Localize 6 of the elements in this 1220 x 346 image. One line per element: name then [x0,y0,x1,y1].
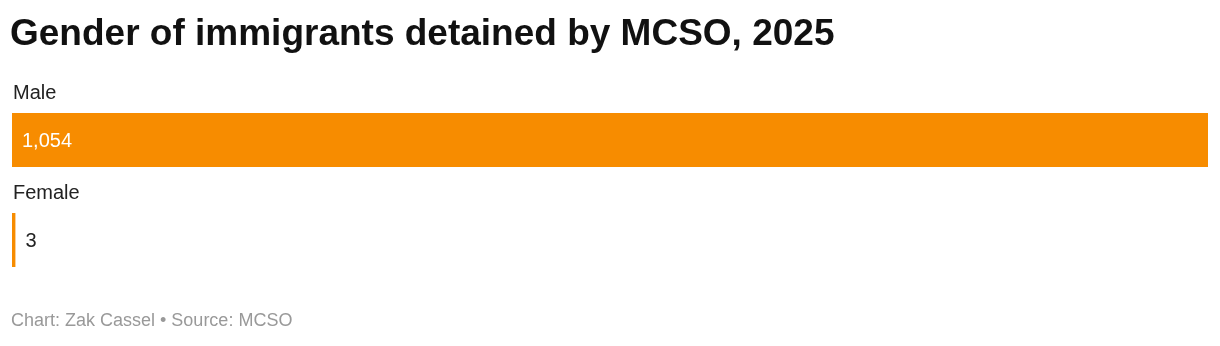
chart-title: Gender of immigrants detained by MCSO, 2025 [10,12,835,54]
text: Chart: Zak Cassel • Source: MCSO [11,310,293,330]
y-tick-label: Male [13,81,57,103]
y-tick-label: Female [13,181,80,203]
data-label: 1,054 [22,129,73,151]
data-label: 3 [25,229,37,251]
